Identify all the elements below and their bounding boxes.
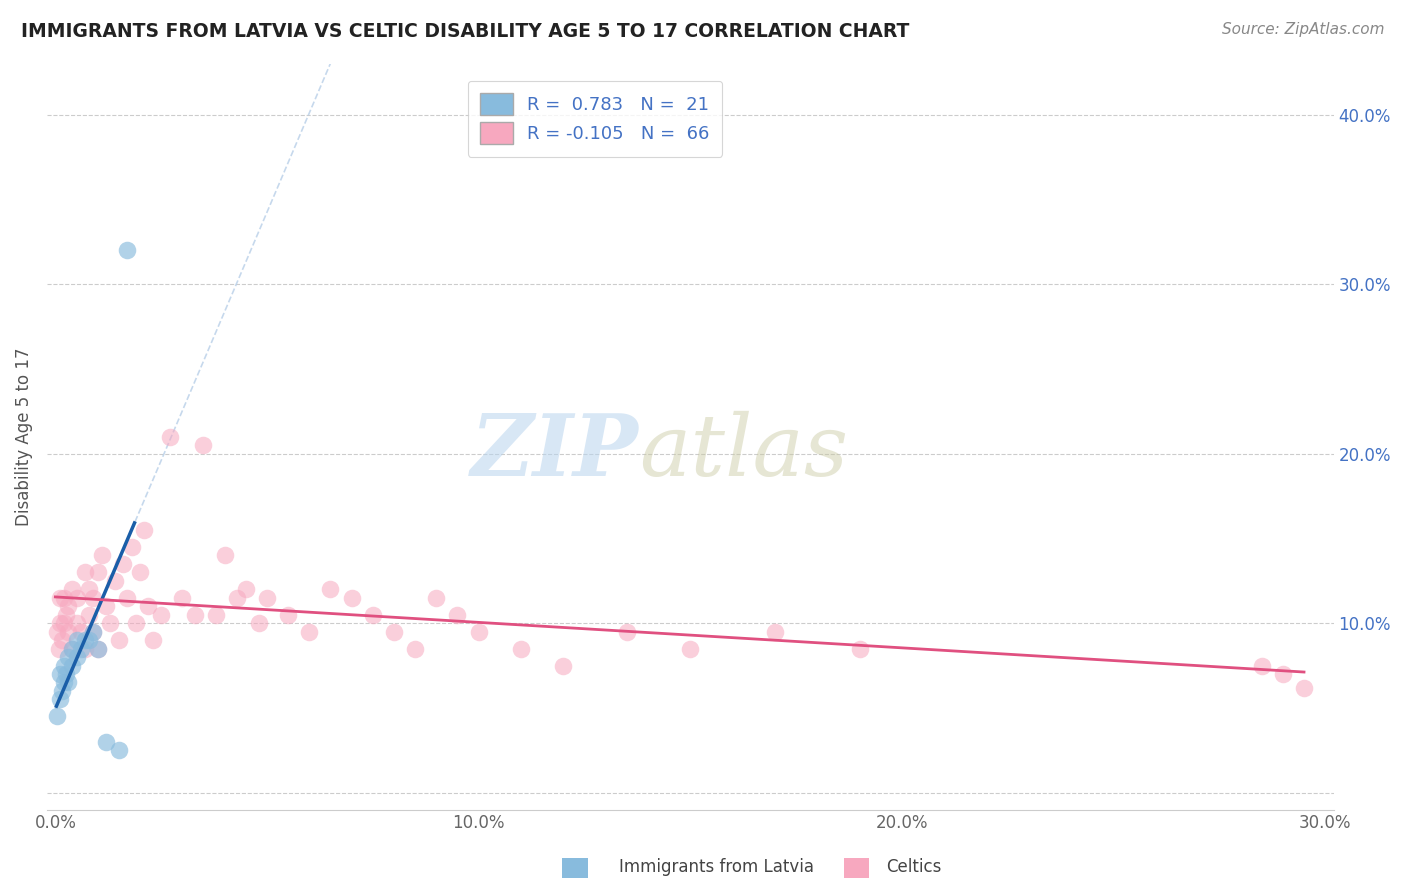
Point xyxy=(55,607,77,622)
Point xyxy=(172,591,194,605)
Point xyxy=(214,549,236,563)
Point xyxy=(125,616,148,631)
Point xyxy=(94,599,117,614)
Point xyxy=(138,599,160,614)
Point xyxy=(82,591,104,605)
Point xyxy=(1271,667,1294,681)
Point xyxy=(56,624,79,639)
Point xyxy=(65,616,87,631)
Point xyxy=(340,591,363,605)
Point xyxy=(48,591,70,605)
Text: Celtics: Celtics xyxy=(886,858,941,876)
Point xyxy=(55,667,77,681)
Point xyxy=(100,616,122,631)
Point xyxy=(319,582,342,597)
Text: IMMIGRANTS FROM LATVIA VS CELTIC DISABILITY AGE 5 TO 17 CORRELATION CHART: IMMIGRANTS FROM LATVIA VS CELTIC DISABIL… xyxy=(21,22,910,41)
Point xyxy=(117,244,139,258)
Point xyxy=(52,658,75,673)
Point xyxy=(60,641,83,656)
Point xyxy=(129,566,152,580)
Point xyxy=(1250,658,1272,673)
Point xyxy=(73,633,96,648)
Point xyxy=(82,624,104,639)
Y-axis label: Disability Age 5 to 17: Disability Age 5 to 17 xyxy=(15,348,32,526)
Point xyxy=(134,523,156,537)
Point xyxy=(382,624,405,639)
Point xyxy=(82,624,104,639)
Point xyxy=(159,430,181,444)
Point xyxy=(65,591,87,605)
Point xyxy=(77,582,100,597)
Point xyxy=(56,599,79,614)
Point xyxy=(73,566,96,580)
Point xyxy=(112,557,135,571)
Point xyxy=(226,591,249,605)
Point xyxy=(117,591,139,605)
Point xyxy=(90,549,112,563)
Point xyxy=(65,633,87,648)
Legend: R =  0.783   N =  21, R = -0.105   N =  66: R = 0.783 N = 21, R = -0.105 N = 66 xyxy=(468,80,723,157)
Point xyxy=(73,641,96,656)
Point xyxy=(150,607,173,622)
Point xyxy=(86,566,108,580)
Text: Source: ZipAtlas.com: Source: ZipAtlas.com xyxy=(1222,22,1385,37)
Point xyxy=(193,438,215,452)
Point xyxy=(77,607,100,622)
Point xyxy=(86,641,108,656)
Text: ZIP: ZIP xyxy=(471,410,638,493)
Point xyxy=(184,607,207,622)
Point xyxy=(277,607,299,622)
Point xyxy=(108,633,131,648)
Point xyxy=(553,658,575,673)
Point xyxy=(467,624,489,639)
Point xyxy=(56,650,79,665)
Point xyxy=(848,641,870,656)
Point xyxy=(48,641,70,656)
Point xyxy=(1292,681,1315,695)
Point xyxy=(679,641,702,656)
Point xyxy=(298,624,321,639)
Point xyxy=(56,675,79,690)
Point xyxy=(46,709,69,723)
Point xyxy=(104,574,127,588)
Point xyxy=(94,735,117,749)
Point xyxy=(48,667,70,681)
Text: Immigrants from Latvia: Immigrants from Latvia xyxy=(619,858,814,876)
Point xyxy=(616,624,638,639)
Point xyxy=(52,591,75,605)
Point xyxy=(51,684,73,698)
Point xyxy=(404,641,426,656)
Point xyxy=(510,641,533,656)
Point xyxy=(52,616,75,631)
Point xyxy=(48,692,70,706)
Point xyxy=(60,658,83,673)
Point xyxy=(121,540,143,554)
Point xyxy=(51,633,73,648)
Point xyxy=(108,743,131,757)
Point xyxy=(361,607,384,622)
Point xyxy=(46,624,69,639)
Point xyxy=(763,624,786,639)
Point xyxy=(446,607,468,622)
Point xyxy=(52,675,75,690)
Point xyxy=(69,641,91,656)
Point xyxy=(256,591,278,605)
Point xyxy=(69,624,91,639)
Point xyxy=(425,591,447,605)
Point xyxy=(65,650,87,665)
Text: atlas: atlas xyxy=(638,410,848,493)
Point xyxy=(235,582,257,597)
Point xyxy=(48,616,70,631)
Point xyxy=(77,633,100,648)
Point xyxy=(60,641,83,656)
Point xyxy=(142,633,165,648)
Point xyxy=(86,641,108,656)
Point xyxy=(247,616,270,631)
Point xyxy=(60,582,83,597)
Point xyxy=(205,607,228,622)
